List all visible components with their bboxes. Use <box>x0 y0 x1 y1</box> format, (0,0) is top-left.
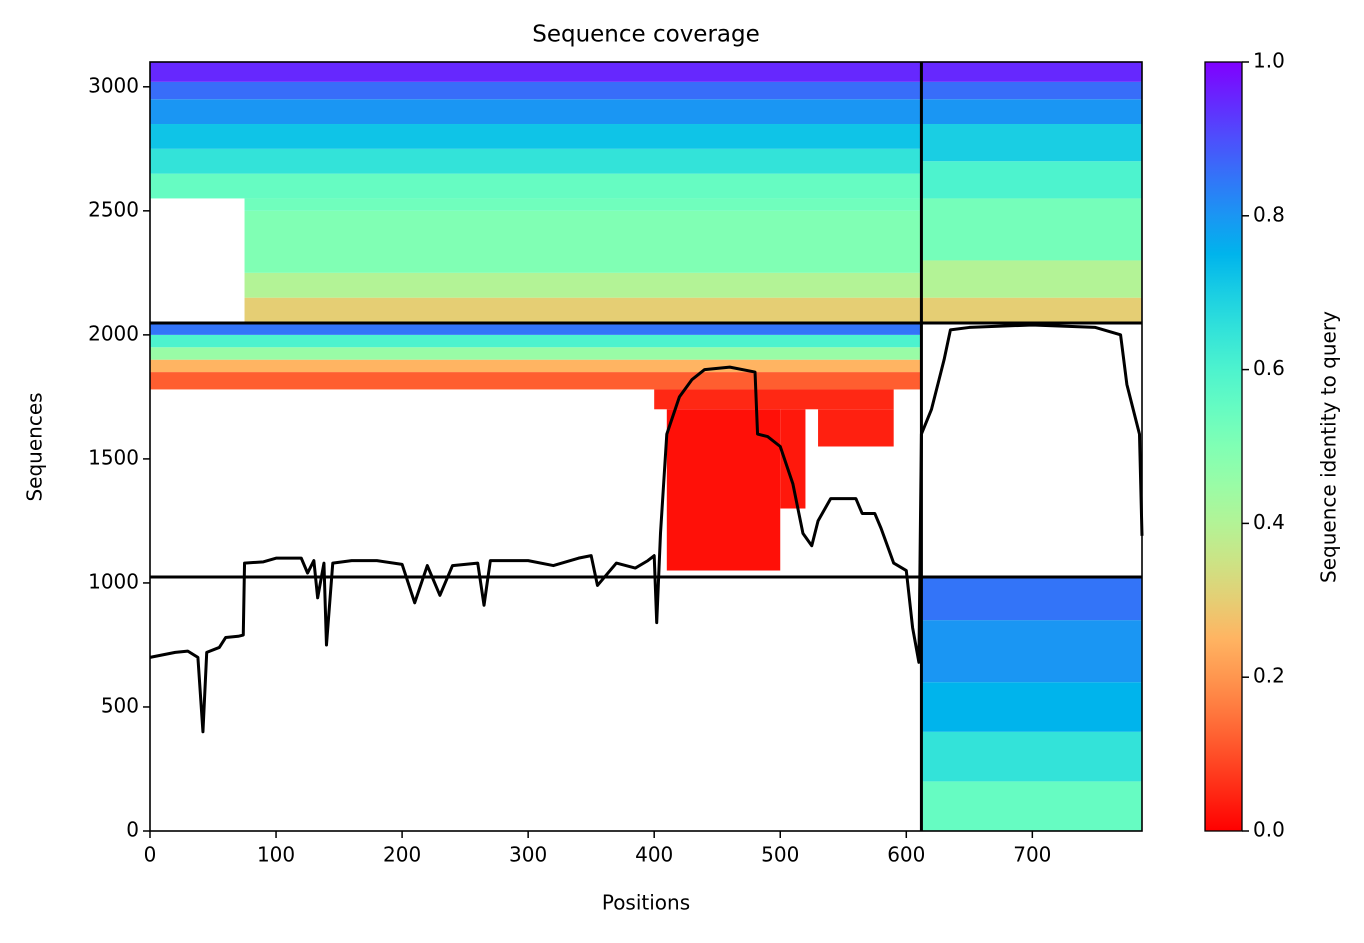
y-tick-label: 1500 <box>88 445 139 469</box>
coverage-block <box>150 347 922 360</box>
x-tick-label: 700 <box>1013 843 1051 867</box>
coverage-block <box>921 781 1142 831</box>
coverage-block <box>921 161 1142 199</box>
coverage-block <box>666 409 781 571</box>
colorbar-tick-label: 0.2 <box>1253 664 1285 688</box>
coverage-block <box>921 576 1142 621</box>
coverage-block <box>150 99 922 125</box>
coverage-block <box>244 272 922 298</box>
x-tick-label: 0 <box>144 843 157 867</box>
coverage-block <box>921 198 1142 261</box>
x-tick-label: 500 <box>761 843 799 867</box>
x-axis-label: Positions <box>602 891 690 915</box>
colorbar-tick-label: 1.0 <box>1253 49 1285 73</box>
x-tick-label: 300 <box>509 843 547 867</box>
coverage-block <box>921 731 1142 782</box>
coverage-block <box>921 682 1142 732</box>
coverage-block <box>244 297 922 323</box>
coverage-block <box>921 124 1142 162</box>
coverage-block <box>921 81 1142 100</box>
coverage-block <box>150 359 922 373</box>
y-tick-label: 500 <box>101 693 139 717</box>
coverage-block <box>150 322 922 335</box>
coverage-block <box>150 173 922 199</box>
x-tick-label: 400 <box>635 843 673 867</box>
coverage-block <box>150 124 922 149</box>
coverage-block <box>150 148 922 174</box>
y-tick-label: 1000 <box>88 569 139 593</box>
colorbar <box>1204 61 1243 832</box>
coverage-block <box>654 389 894 410</box>
coverage-block <box>921 260 1142 298</box>
x-tick-label: 200 <box>383 843 421 867</box>
colorbar-tick-label: 0.4 <box>1253 510 1285 534</box>
coverage-block <box>150 334 922 348</box>
x-tick-label: 600 <box>887 843 925 867</box>
coverage-block <box>244 198 922 211</box>
y-tick-label: 2500 <box>88 197 139 221</box>
coverage-block <box>150 372 922 390</box>
coverage-block <box>150 62 922 82</box>
y-tick-label: 0 <box>126 818 139 842</box>
coverage-block <box>921 62 1142 82</box>
coverage-block <box>244 210 922 273</box>
coverage-block <box>921 99 1142 125</box>
coverage-block <box>921 297 1142 323</box>
colorbar-tick-label: 0.8 <box>1253 202 1285 226</box>
x-tick-label: 100 <box>257 843 295 867</box>
colorbar-tick-label: 0.0 <box>1253 818 1285 842</box>
colorbar-tick-label: 0.6 <box>1253 356 1285 380</box>
colorbar-label: Sequence identity to query <box>1317 311 1341 583</box>
coverage-line <box>149 323 1144 734</box>
y-tick-label: 3000 <box>88 73 139 97</box>
coverage-block <box>818 409 894 447</box>
coverage-block <box>921 620 1142 683</box>
plot-frame <box>149 61 1143 832</box>
y-axis-label: Sequences <box>23 392 47 501</box>
y-tick-label: 2000 <box>88 321 139 345</box>
coverage-block <box>150 81 922 100</box>
chart-title: Sequence coverage <box>532 22 760 48</box>
